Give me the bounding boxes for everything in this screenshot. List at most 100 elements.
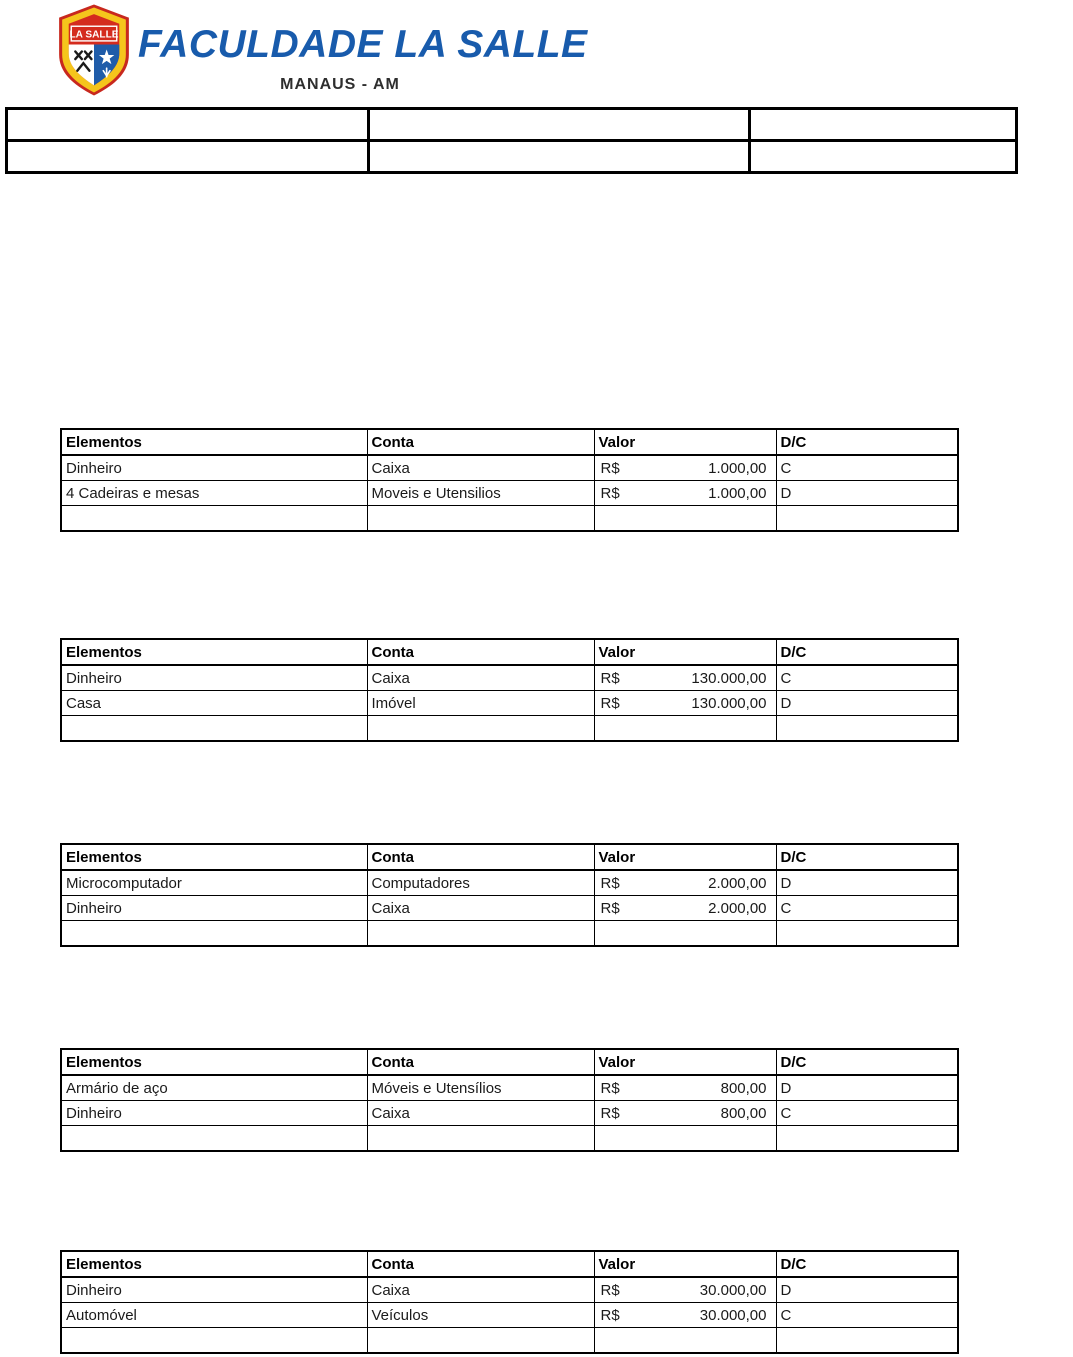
cell-dc: D	[775, 1074, 959, 1101]
cell-valor: R$ 30.000,00	[593, 1302, 777, 1328]
cell-elemento: Dinheiro	[60, 1276, 368, 1303]
la-salle-logo: LA SALLE	[55, 4, 133, 96]
table-row: Microcomputador Computadores R$ 2.000,00…	[60, 869, 959, 896]
currency-symbol: R$	[600, 1104, 620, 1122]
info-cell	[367, 107, 751, 142]
col-header-valor: Valor	[593, 428, 777, 456]
cell-valor	[593, 715, 777, 742]
amount-value: 1.000,00	[708, 484, 767, 502]
cell-conta: Veículos	[366, 1302, 595, 1328]
cell-valor: R$ 1.000,00	[593, 480, 777, 506]
table-row: Dinheiro Caixa R$ 130.000,00 C	[60, 664, 959, 691]
info-cell	[748, 139, 1018, 174]
amount-value: 1.000,00	[708, 459, 767, 477]
table-header-row: Elementos Conta Valor D/C	[60, 843, 959, 871]
cell-elemento	[60, 1125, 368, 1152]
currency-symbol: R$	[600, 459, 620, 477]
cell-dc	[775, 920, 959, 947]
cell-valor: R$ 1.000,00	[593, 454, 777, 481]
cell-elemento: Dinheiro	[60, 895, 368, 921]
cell-elemento	[60, 715, 368, 742]
star-icon	[98, 49, 115, 65]
cell-valor	[593, 505, 777, 532]
table-row: Dinheiro Caixa R$ 800,00 C	[60, 1100, 959, 1126]
table-row: Dinheiro Caixa R$ 30.000,00 D	[60, 1276, 959, 1303]
info-row	[5, 107, 1018, 142]
cell-conta	[366, 920, 595, 947]
cell-elemento	[60, 505, 368, 532]
cell-dc	[775, 1125, 959, 1152]
table-row	[60, 1327, 959, 1354]
col-header-elementos: Elementos	[60, 1250, 368, 1278]
cell-dc: C	[775, 895, 959, 921]
cell-valor	[593, 1125, 777, 1152]
table-row	[60, 920, 959, 947]
cell-conta: Caixa	[366, 1100, 595, 1126]
star-rays	[102, 67, 111, 78]
cell-elemento: 4 Cadeiras e mesas	[60, 480, 368, 506]
amount-value: 130.000,00	[691, 669, 767, 687]
cell-dc: D	[775, 480, 959, 506]
journal-entry-table: Elementos Conta Valor D/C Microcomputado…	[60, 843, 959, 947]
col-header-valor: Valor	[593, 1250, 777, 1278]
currency-symbol: R$	[600, 1306, 620, 1324]
col-header-conta: Conta	[366, 638, 595, 666]
cell-elemento: Automóvel	[60, 1302, 368, 1328]
cell-conta	[366, 1125, 595, 1152]
cell-valor: R$ 30.000,00	[593, 1276, 777, 1303]
cell-valor	[593, 920, 777, 947]
col-header-dc: D/C	[775, 638, 959, 666]
cell-conta: Imóvel	[366, 690, 595, 716]
cell-valor	[593, 1327, 777, 1354]
cell-conta: Caixa	[366, 454, 595, 481]
cell-valor: R$ 2.000,00	[593, 869, 777, 896]
col-header-conta: Conta	[366, 428, 595, 456]
table-row	[60, 715, 959, 742]
col-header-elementos: Elementos	[60, 1048, 368, 1076]
table-row: 4 Cadeiras e mesas Moveis e Utensilios R…	[60, 480, 959, 506]
amount-value: 30.000,00	[699, 1281, 767, 1299]
table-row: Casa Imóvel R$ 130.000,00 D	[60, 690, 959, 716]
col-header-dc: D/C	[775, 1048, 959, 1076]
amount-value: 2.000,00	[708, 899, 767, 917]
cell-conta: Caixa	[366, 664, 595, 691]
table-header-row: Elementos Conta Valor D/C	[60, 1048, 959, 1076]
cell-elemento: Microcomputador	[60, 869, 368, 896]
amount-value: 130.000,00	[691, 694, 767, 712]
currency-symbol: R$	[600, 874, 620, 892]
col-header-elementos: Elementos	[60, 428, 368, 456]
cell-elemento: Casa	[60, 690, 368, 716]
journal-entry-table: Elementos Conta Valor D/C Armário de aço…	[60, 1048, 959, 1152]
cell-valor: R$ 800,00	[593, 1100, 777, 1126]
cell-valor: R$ 2.000,00	[593, 895, 777, 921]
cell-conta: Caixa	[366, 895, 595, 921]
info-row	[5, 139, 1018, 174]
cell-valor: R$ 130.000,00	[593, 664, 777, 691]
table-row: Dinheiro Caixa R$ 2.000,00 C	[60, 895, 959, 921]
cell-valor: R$ 130.000,00	[593, 690, 777, 716]
col-header-valor: Valor	[593, 638, 777, 666]
cell-conta	[366, 505, 595, 532]
cell-conta: Moveis e Utensilios	[366, 480, 595, 506]
table-header-row: Elementos Conta Valor D/C	[60, 1250, 959, 1278]
journal-entry-table: Elementos Conta Valor D/C Dinheiro Caixa…	[60, 1250, 959, 1354]
amount-value: 800,00	[720, 1079, 767, 1097]
institution-name: FACULDADE LA SALLE	[138, 23, 588, 66]
col-header-valor: Valor	[593, 1048, 777, 1076]
cell-conta: Caixa	[366, 1276, 595, 1303]
col-header-elementos: Elementos	[60, 638, 368, 666]
col-header-dc: D/C	[775, 843, 959, 871]
journal-entry-table: Elementos Conta Valor D/C Dinheiro Caixa…	[60, 638, 959, 742]
cell-elemento: Dinheiro	[60, 664, 368, 691]
col-header-elementos: Elementos	[60, 843, 368, 871]
signum-fidei-marks	[74, 50, 93, 72]
info-cell	[367, 139, 751, 174]
currency-symbol: R$	[600, 899, 620, 917]
journal-entry-table: Elementos Conta Valor D/C Dinheiro Caixa…	[60, 428, 959, 532]
amount-value: 800,00	[720, 1104, 767, 1122]
table-row: Dinheiro Caixa R$ 1.000,00 C	[60, 454, 959, 481]
cell-valor: R$ 800,00	[593, 1074, 777, 1101]
cell-dc: C	[775, 1100, 959, 1126]
cell-elemento: Dinheiro	[60, 454, 368, 481]
